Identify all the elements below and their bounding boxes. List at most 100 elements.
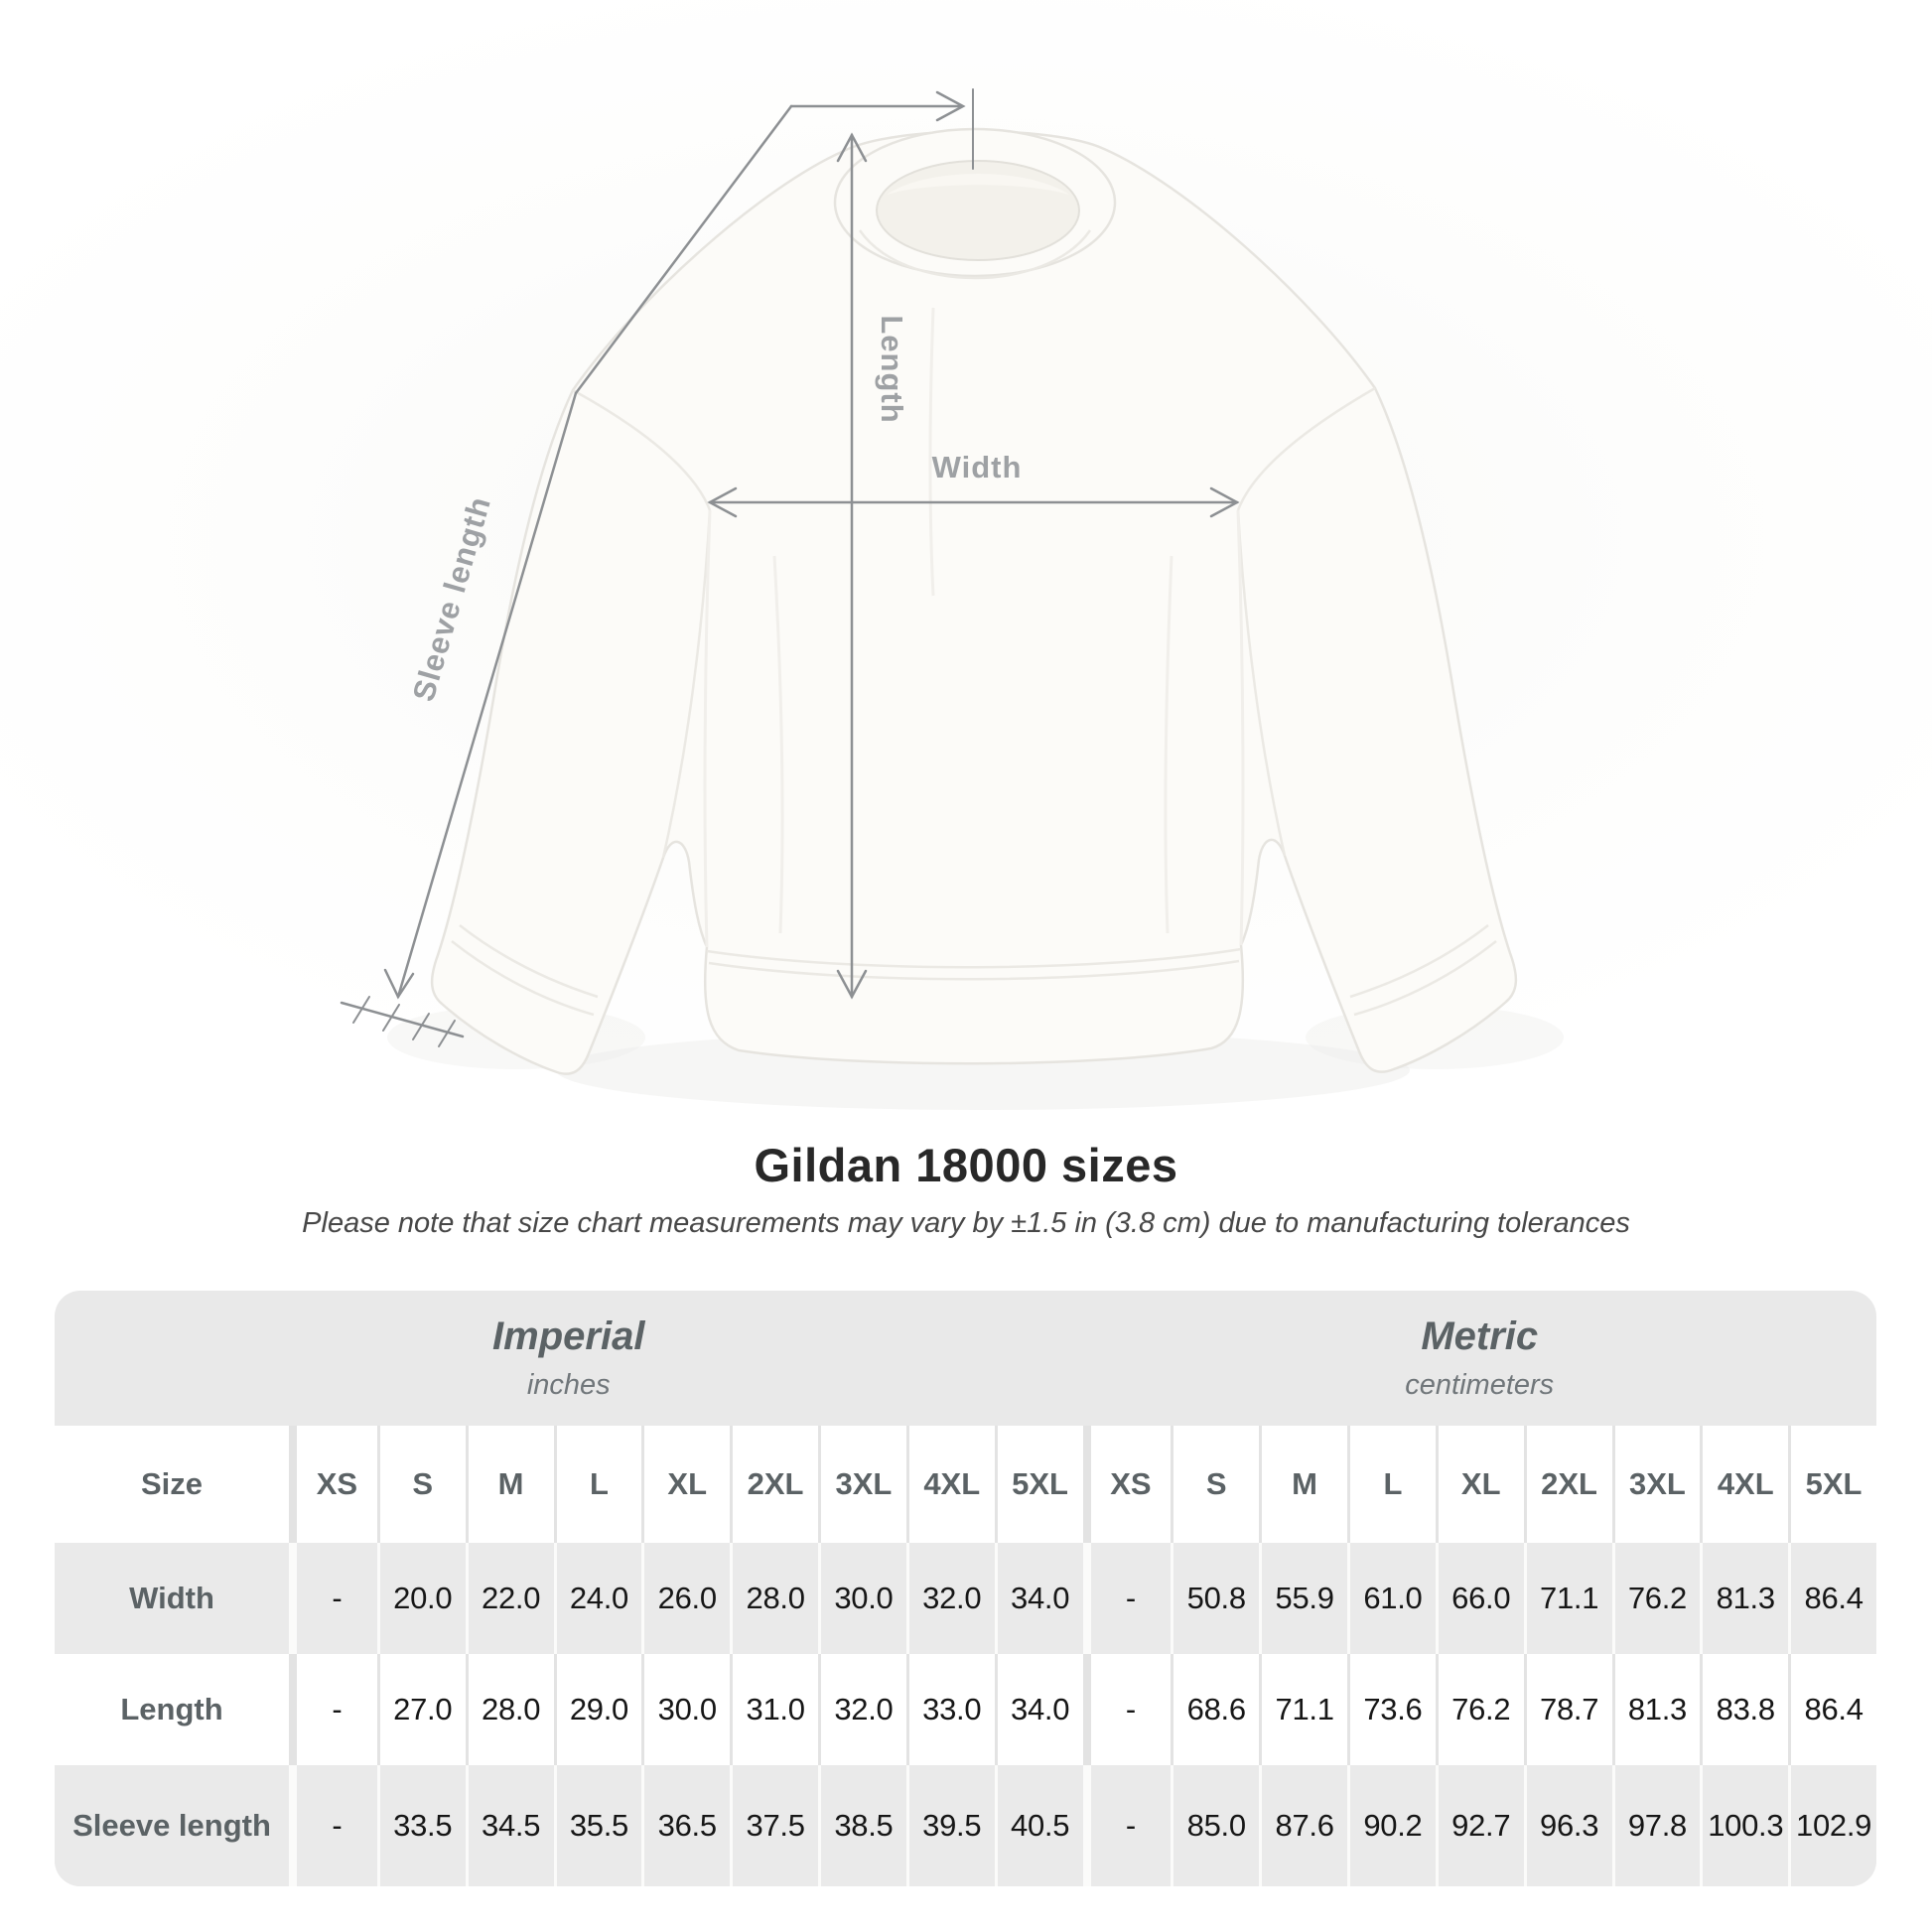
value-cell: 85.0 [1171, 1765, 1259, 1886]
value-cell: 61.0 [1347, 1543, 1436, 1654]
value-cell: 28.0 [465, 1654, 554, 1765]
value-cell: 87.6 [1259, 1765, 1347, 1886]
value-cell: 27.0 [376, 1654, 466, 1765]
size-header-cell: XL [1435, 1426, 1524, 1543]
value-cell: - [289, 1654, 377, 1765]
metric-label: Metric [1421, 1314, 1539, 1358]
value-cell: 73.6 [1347, 1654, 1436, 1765]
value-cell: 66.0 [1435, 1543, 1524, 1654]
size-header-cell: 3XL [818, 1426, 906, 1543]
size-header-cell: XS [289, 1426, 377, 1543]
size-corner-label: Size [140, 1466, 204, 1501]
table-body: Width -20.0 22.0 24.0 26.0 28.0 30.0 32.0 34.0-5… [55, 1543, 1876, 1886]
metric-group-header: Metric centimeters [1083, 1291, 1877, 1426]
value-cell: 34.0 [994, 1543, 1083, 1654]
size-header-cell: 5XL [994, 1426, 1083, 1543]
value-cell: 55.9 [1259, 1543, 1347, 1654]
value-cell: 86.4 [1788, 1543, 1876, 1654]
width-line [707, 486, 1240, 518]
size-header-cell: 2XL [730, 1426, 818, 1543]
size-header-cell: 2XL [1523, 1426, 1612, 1543]
value-cell: 90.2 [1347, 1765, 1436, 1886]
value-cell: 36.5 [641, 1765, 730, 1886]
value-cell: 20.0 [376, 1543, 466, 1654]
width-label: Width [932, 450, 1023, 484]
value-cell: 34.0 [994, 1654, 1083, 1765]
value-cell: 71.1 [1523, 1543, 1612, 1654]
row-label: Sleeve length [72, 1808, 271, 1843]
value-cell: 50.8 [1171, 1543, 1259, 1654]
value-cell: 86.4 [1788, 1654, 1876, 1765]
value-cell: 81.3 [1700, 1543, 1788, 1654]
seam-lines [451, 386, 1497, 1017]
value-cell: 34.5 [465, 1765, 554, 1886]
value-cell: 96.3 [1523, 1765, 1612, 1886]
value-cell: 68.6 [1171, 1654, 1259, 1765]
measurement-lines [340, 88, 1240, 1047]
page-title: Gildan 18000 sizes [754, 1139, 1178, 1191]
value-cell: 38.5 [818, 1765, 906, 1886]
size-header-row: Size XS S M L XL 2XL 3XL 4XL 5XL XS S M L XL 2XL 3XL 4XL 5… [55, 1426, 1876, 1543]
value-cell: 24.0 [553, 1543, 642, 1654]
value-cell: 92.7 [1435, 1765, 1524, 1886]
row-label: Width [129, 1581, 214, 1615]
table-row-sleeve-length: Sleeve length -33.5 34.5 35.5 36.5 37.5 38.5 39… [55, 1765, 1876, 1886]
value-cell: 31.0 [730, 1654, 818, 1765]
imperial-label: Imperial [492, 1314, 645, 1358]
value-cell: 76.2 [1611, 1543, 1701, 1654]
size-header-cell: S [376, 1426, 466, 1543]
size-header-cell: L [1347, 1426, 1436, 1543]
value-cell: 97.8 [1611, 1765, 1701, 1886]
value-cell: 40.5 [994, 1765, 1083, 1886]
imperial-unit: inches [526, 1369, 611, 1401]
unit-group-header-row: Imperial inches Metric centimeters [55, 1291, 1876, 1426]
size-header-cell: 4XL [1700, 1426, 1788, 1543]
size-header-cell: L [553, 1426, 642, 1543]
value-cell: 37.5 [730, 1765, 818, 1886]
metric-unit: centimeters [1405, 1369, 1555, 1401]
value-cell: 33.0 [905, 1654, 995, 1765]
size-table: Imperial inches Metric centimeters Size X… [55, 1291, 1876, 1886]
value-cell: 71.1 [1259, 1654, 1347, 1765]
sweatshirt-illustration [430, 127, 1518, 1075]
row-label: Length [120, 1692, 223, 1726]
size-header-cell: XL [641, 1426, 730, 1543]
value-cell: 100.3 [1700, 1765, 1788, 1886]
sleeve-length-line [340, 88, 974, 1047]
value-cell: 83.8 [1700, 1654, 1788, 1765]
table-row-length: Length -27.0 28.0 29.0 30.0 31.0 32.0 33.0 34.0-… [55, 1654, 1876, 1765]
value-cell: 32.0 [818, 1654, 906, 1765]
value-cell: 26.0 [641, 1543, 730, 1654]
value-cell: 78.7 [1523, 1654, 1612, 1765]
size-header-cell: M [1259, 1426, 1347, 1543]
tolerance-note: Please note that size chart measurements… [302, 1207, 1630, 1239]
imperial-group-header: Imperial inches [55, 1291, 1083, 1426]
value-cell: 102.9 [1788, 1765, 1876, 1886]
table-row-width: Width -20.0 22.0 24.0 26.0 28.0 30.0 32.0 34.0-5… [55, 1543, 1876, 1654]
size-header-cell: 3XL [1611, 1426, 1701, 1543]
value-cell: - [1082, 1654, 1172, 1765]
fold-lines [703, 307, 1245, 948]
value-cell: 22.0 [465, 1543, 554, 1654]
size-header-cell: 5XL [1788, 1426, 1876, 1543]
value-cell: 81.3 [1611, 1654, 1701, 1765]
size-header-cell: S [1171, 1426, 1259, 1543]
collar [833, 127, 1117, 280]
value-cell: 32.0 [905, 1543, 995, 1654]
size-header-cell: M [465, 1426, 554, 1543]
value-cell: 30.0 [641, 1654, 730, 1765]
size-header-cell: 4XL [905, 1426, 995, 1543]
sweatshirt-body [430, 130, 1518, 1075]
size-header-cell: XS [1082, 1426, 1172, 1543]
length-label: Length [875, 315, 909, 423]
value-cell: 35.5 [553, 1765, 642, 1886]
value-cell: - [1082, 1543, 1172, 1654]
sleeve-length-label: Sleeve length [406, 492, 497, 705]
value-cell: - [289, 1765, 377, 1886]
value-cell: 30.0 [818, 1543, 906, 1654]
value-cell: 76.2 [1435, 1654, 1524, 1765]
length-line [836, 132, 868, 1000]
value-cell: - [1082, 1765, 1172, 1886]
value-cell: 28.0 [730, 1543, 818, 1654]
sweatshirt-diagram: Width Length Sleeve length [340, 88, 1518, 1075]
